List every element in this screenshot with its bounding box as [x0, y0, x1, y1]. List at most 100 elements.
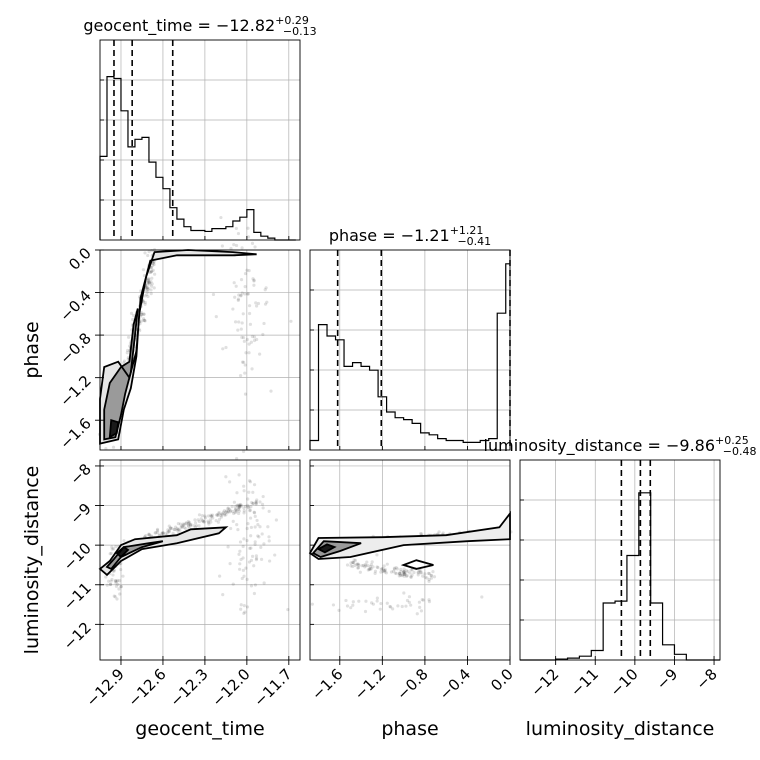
sample-point — [252, 278, 256, 282]
sample-point — [214, 315, 218, 319]
sample-point — [146, 279, 150, 283]
sample-point — [367, 567, 372, 571]
sample-point — [261, 494, 265, 499]
sample-point — [404, 574, 409, 578]
sample-point — [356, 562, 361, 566]
sample-point — [398, 573, 403, 577]
sample-point — [363, 562, 367, 567]
sample-point — [416, 570, 420, 574]
sample-point — [375, 599, 379, 603]
sample-point — [258, 352, 262, 356]
sample-point — [381, 567, 385, 571]
sample-point — [416, 573, 420, 577]
sample-point — [253, 245, 257, 249]
sample-point — [199, 517, 203, 521]
sample-point — [254, 500, 258, 505]
sample-point — [238, 562, 242, 566]
sample-point — [231, 582, 235, 586]
sample-point — [241, 556, 245, 560]
sample-point — [242, 511, 246, 515]
sample-point — [178, 522, 183, 526]
sample-point — [403, 572, 407, 576]
sample-point — [143, 319, 147, 323]
sample-point — [218, 574, 222, 578]
panel-frame-2-1 — [309, 459, 511, 661]
sample-point — [402, 591, 406, 595]
sample-point — [202, 520, 206, 524]
sample-point — [256, 301, 261, 306]
sample-point — [115, 579, 119, 583]
sample-point — [145, 286, 150, 290]
sample-point — [364, 599, 368, 603]
sample-point — [193, 518, 197, 522]
sample-point — [239, 294, 243, 298]
sample-point — [344, 598, 348, 603]
sample-point — [393, 571, 397, 575]
sample-point — [241, 312, 245, 316]
sample-point — [252, 283, 256, 287]
sample-point — [389, 605, 393, 609]
sample-point — [157, 533, 161, 537]
panel-frame-1-1 — [309, 249, 511, 451]
sample-point — [370, 601, 374, 605]
sample-point — [207, 522, 211, 526]
sample-point — [209, 520, 213, 524]
contour-level-2 — [115, 545, 130, 559]
x-tick-label-phase: −1.2 — [351, 665, 389, 703]
sample-point — [125, 351, 129, 355]
sample-point — [228, 480, 232, 484]
sample-point — [119, 567, 123, 572]
sample-point — [236, 528, 240, 532]
sample-point — [232, 511, 236, 516]
sample-point — [238, 504, 243, 508]
sample-point — [178, 528, 182, 533]
sample-point — [240, 246, 244, 250]
sample-point — [224, 475, 228, 479]
sample-point — [248, 322, 253, 326]
sample-point — [402, 569, 406, 574]
sample-point — [161, 531, 165, 535]
sample-point — [182, 523, 186, 527]
sample-point — [232, 500, 236, 504]
sample-point — [429, 573, 433, 577]
sample-point — [206, 514, 211, 518]
sample-point — [267, 539, 271, 543]
sample-point — [181, 523, 185, 527]
sample-point — [197, 519, 202, 524]
sample-point — [375, 553, 379, 557]
sample-point — [243, 271, 248, 276]
sample-point — [263, 302, 268, 306]
sample-point — [235, 503, 239, 508]
sample-point — [145, 286, 149, 290]
sample-point — [233, 508, 237, 512]
sample-point — [166, 530, 171, 534]
sample-point — [234, 510, 238, 514]
sample-point — [208, 518, 213, 522]
sample-point — [248, 508, 252, 512]
sample-point — [273, 553, 277, 557]
sample-point — [242, 506, 246, 510]
sample-point — [220, 512, 224, 516]
sample-point — [186, 523, 190, 527]
sample-point — [256, 522, 260, 527]
sample-point — [407, 600, 411, 604]
sample-point — [235, 491, 239, 495]
sample-point — [224, 510, 228, 514]
title-luminosity_distance: luminosity_distance = −9.86+0.25 −0.48 — [484, 434, 757, 458]
sample-point — [242, 360, 246, 364]
sample-point — [228, 510, 232, 514]
sample-point — [267, 509, 271, 513]
sample-point — [226, 545, 230, 549]
sample-point — [239, 327, 243, 331]
sample-point — [242, 489, 246, 493]
sample-point — [249, 525, 254, 530]
sample-point — [245, 526, 249, 531]
density-contours — [98, 249, 511, 577]
sample-point — [252, 335, 257, 339]
sample-point — [245, 337, 249, 342]
sample-point — [251, 501, 255, 506]
sample-point — [237, 509, 241, 513]
sample-point — [405, 598, 410, 603]
sample-point — [418, 605, 422, 609]
sample-point — [379, 601, 383, 606]
